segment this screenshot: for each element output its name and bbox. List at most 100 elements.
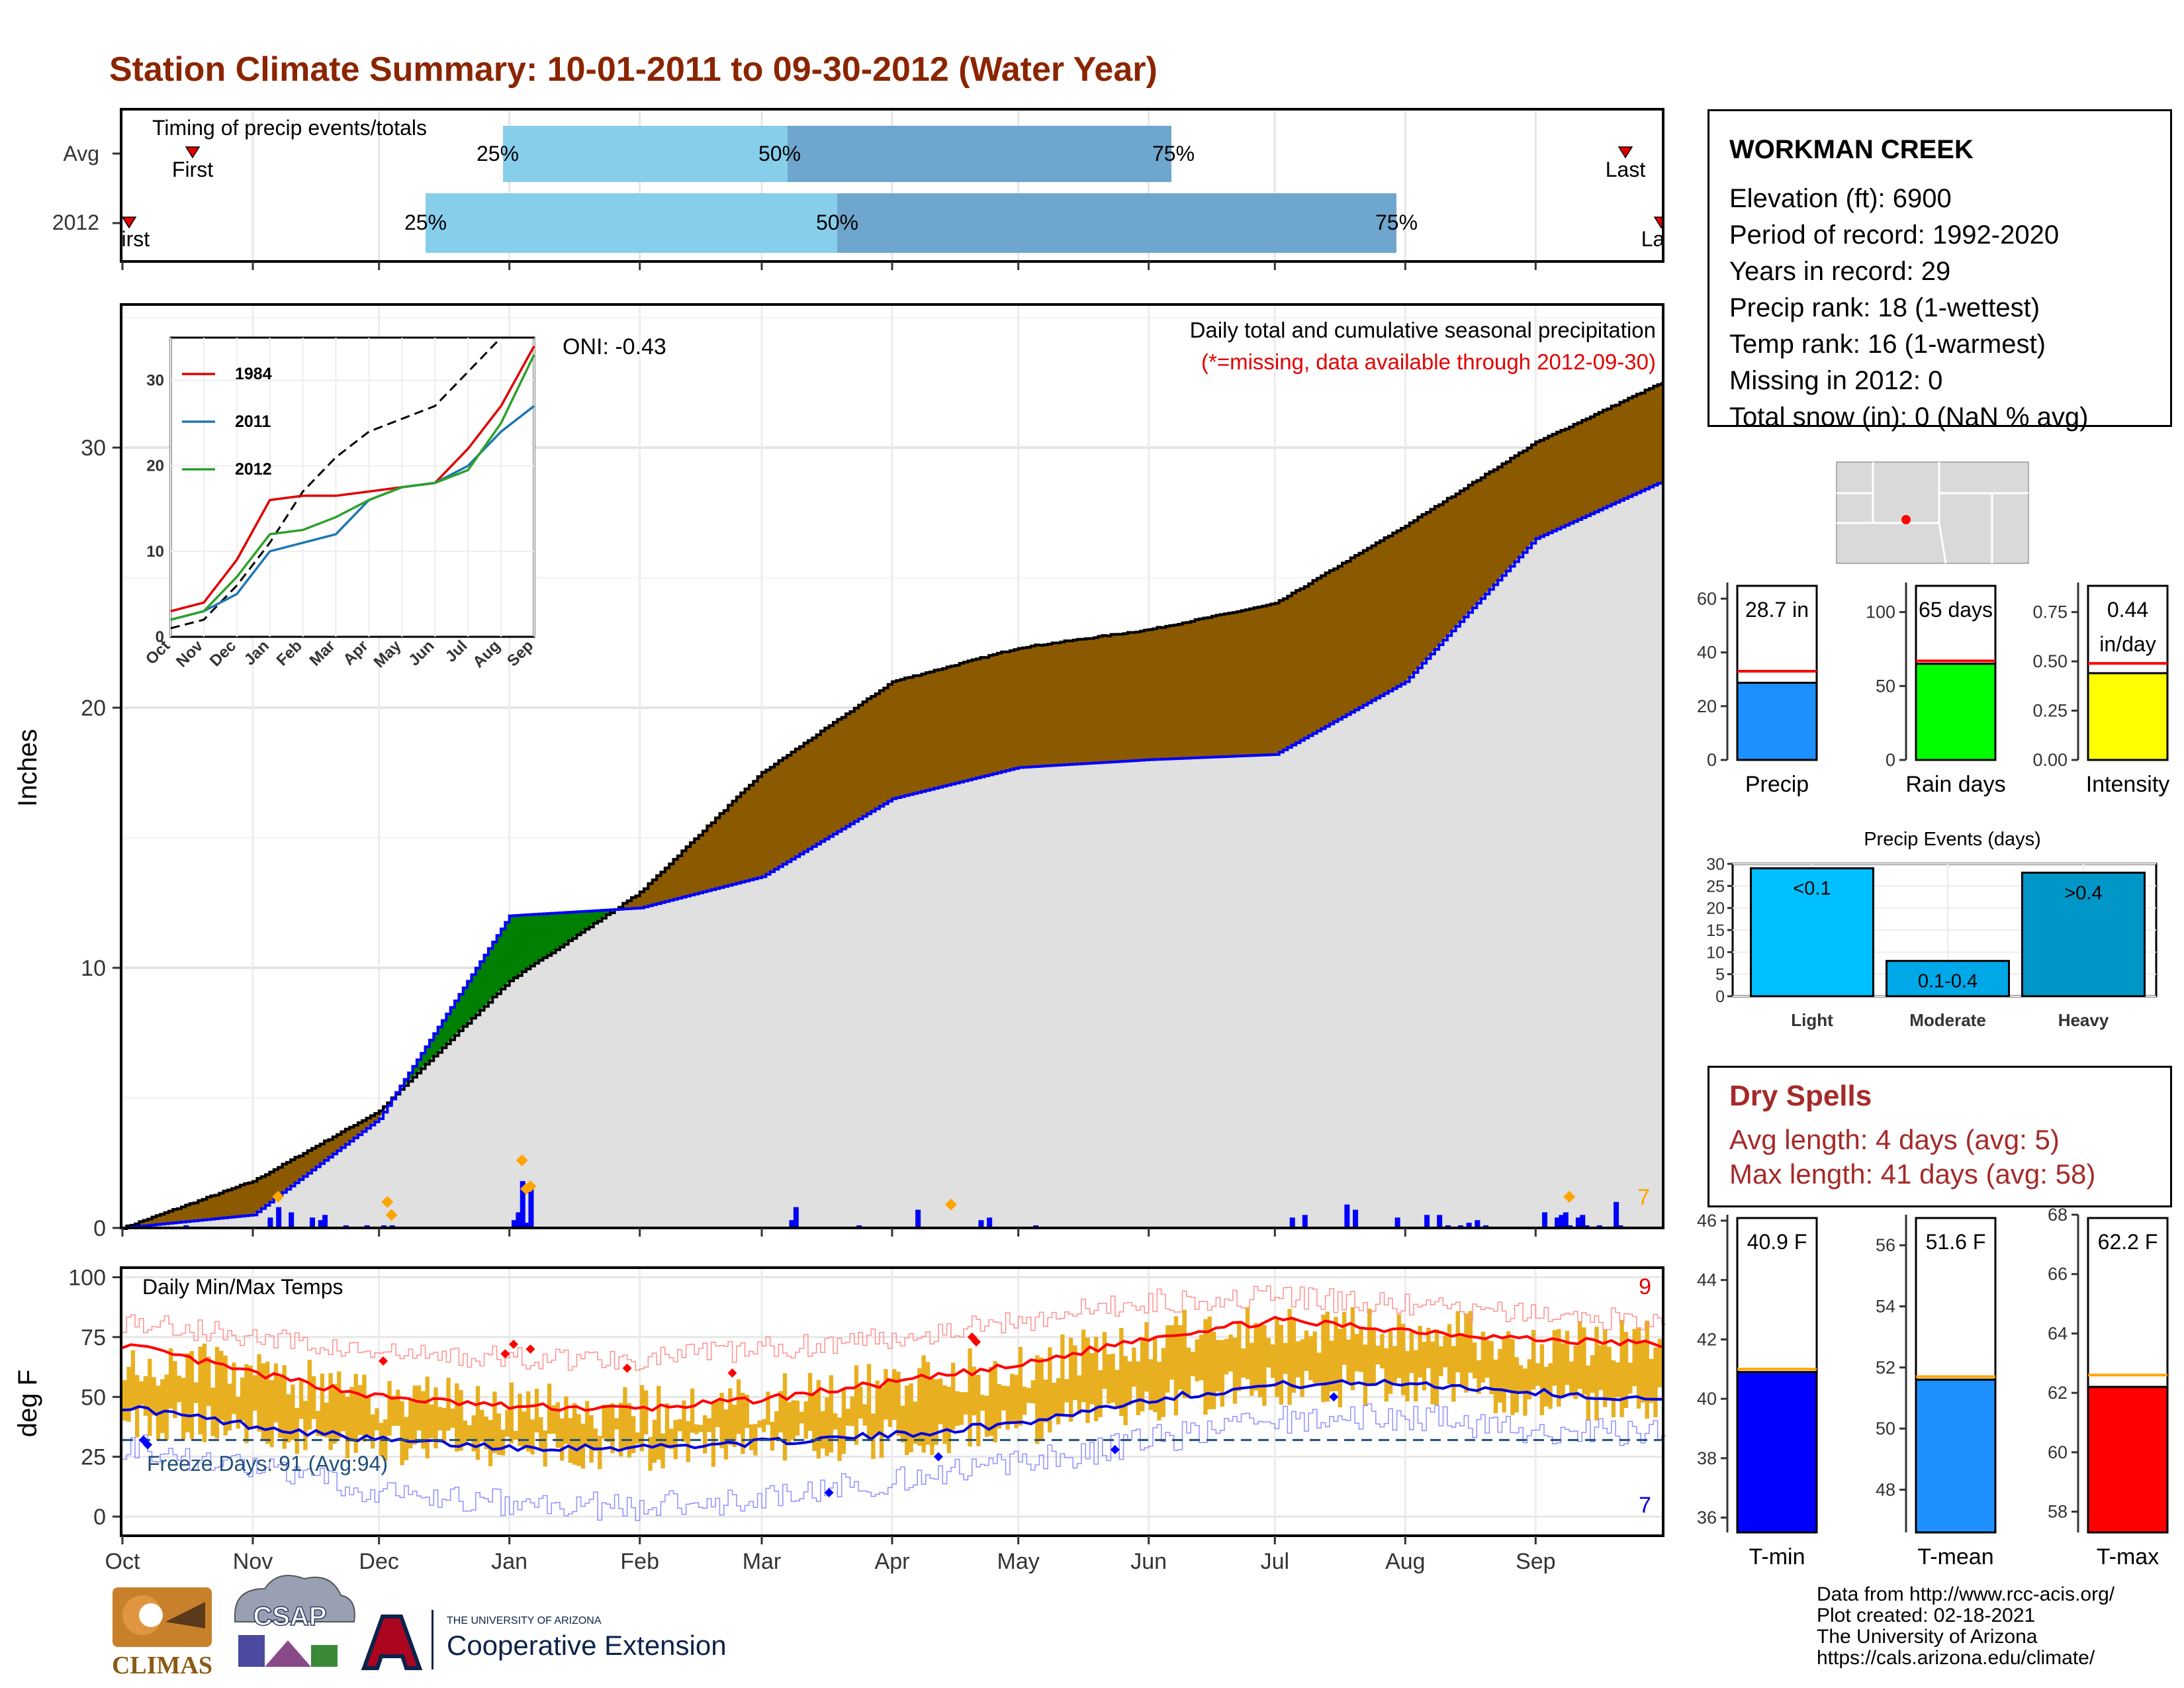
y-tick-label: 0 — [93, 1216, 106, 1241]
y-tick-label: 0.25 — [2032, 701, 2068, 721]
record-high-marker — [379, 1356, 388, 1366]
inset-average-line — [170, 336, 534, 630]
y-tick-label: 5 — [1715, 966, 1725, 984]
daily-precip-bar — [1302, 1215, 1308, 1228]
daily-precip-bar — [309, 1217, 315, 1228]
yr-q50-label: 50% — [816, 211, 858, 234]
y-tick-label: 0 — [1886, 750, 1895, 770]
precip-event-category: Moderate — [1909, 1010, 1986, 1030]
credit-url: https://cals.arizona.edu/climate/ — [1817, 1647, 2095, 1669]
avg-q25-q50-bar — [503, 126, 788, 182]
oni-label: ONI: -0.43 — [563, 334, 666, 359]
yr-last-marker — [1653, 216, 1662, 229]
avg-q50-q75-bar — [788, 126, 1171, 182]
y-tick-label: 25 — [1706, 877, 1725, 896]
y-tick-label: 48 — [1876, 1479, 1895, 1499]
daily-precip-bar — [1614, 1201, 1619, 1228]
summary-bar — [1736, 681, 1818, 761]
y-tick-label: 40 — [1697, 1389, 1717, 1409]
y-tick-label: 36 — [1697, 1508, 1717, 1528]
summary-value-label: 28.7 in — [1745, 598, 1809, 622]
summary-category-label: Rain days — [1905, 772, 2005, 797]
avg-last-label: Last — [1606, 158, 1646, 181]
y-tick-label: 0 — [1707, 750, 1717, 770]
extreme-event-marker — [524, 1180, 537, 1193]
summary-category-label: T-max — [2097, 1544, 2159, 1570]
avg-first-marker — [185, 146, 201, 159]
daily-precip-bar — [1575, 1217, 1581, 1228]
month-label: Jul — [1261, 1549, 1289, 1574]
summary-value-label: 0.44 — [2107, 598, 2148, 622]
daily-precip-bar — [1475, 1220, 1480, 1228]
y-tick-label: 50 — [1876, 676, 1895, 696]
y-tick-label: 46 — [1697, 1211, 1717, 1231]
daily-precip-bar — [1559, 1215, 1565, 1228]
credit-university: The University of Arizona — [1817, 1626, 2038, 1648]
precip-event-bar — [2021, 871, 2146, 998]
month-label: Apr — [875, 1549, 910, 1574]
summary-bar-background — [2087, 585, 2169, 675]
record-high-marker — [509, 1339, 519, 1349]
inset-y-label: 10 — [146, 543, 164, 561]
temp-count-lo: 7 — [1639, 1493, 1651, 1518]
record-low-marker — [1329, 1392, 1339, 1402]
y-tick-label: 100 — [1866, 602, 1895, 622]
precip-event-bar — [1750, 867, 1874, 998]
daily-precip-bar — [289, 1212, 295, 1228]
dry-spells-max: Max length: 41 days (avg: 58) — [1729, 1158, 2096, 1190]
csap-logo: CSAP — [234, 1575, 355, 1667]
y-tick-label: 10 — [1706, 943, 1725, 962]
temp-y-label: 25 — [81, 1445, 106, 1470]
summary-bar-background — [1736, 585, 1818, 684]
daily-precip-bar — [1344, 1204, 1350, 1228]
daily-precip-bar — [1555, 1217, 1561, 1228]
station-temp-rank: Temp rank: 16 (1-warmest) — [1729, 330, 2046, 359]
yr-last-label: Last — [1641, 227, 1682, 251]
summary-intensity-chart: 0.00 0.25 0.50 0.75 0.44 in/day Intensity — [2032, 583, 2169, 797]
month-label: Feb — [620, 1549, 659, 1574]
precip-count: 7 — [1637, 1185, 1650, 1210]
yr-first-marker — [122, 216, 137, 229]
extreme-event-marker — [944, 1198, 957, 1211]
precip-event-bar-label: >0.4 — [2064, 882, 2102, 904]
summary-category-label: T-min — [1749, 1544, 1805, 1570]
y-tick-label: 42 — [1697, 1329, 1717, 1349]
inset-series-2011 — [170, 404, 535, 621]
temp-y-label: 100 — [68, 1265, 106, 1290]
y-tick-label: 60 — [2048, 1442, 2068, 1462]
inset-series-1984 — [170, 346, 535, 612]
extreme-event-marker — [385, 1209, 398, 1221]
precip-events-title: Precip Events (days) — [1864, 829, 2041, 850]
month-label: Dec — [359, 1549, 398, 1574]
yr-q50-q75-bar — [837, 193, 1396, 253]
daily-precip-bar — [1542, 1212, 1548, 1228]
month-label: Aug — [1385, 1549, 1426, 1574]
average-cumulative-line — [122, 382, 1663, 1230]
summary-value-label: 62.2 F — [2098, 1230, 2158, 1254]
extreme-event-marker — [1563, 1190, 1576, 1203]
ua-top-text: THE UNIVERSITY OF ARIZONA — [447, 1615, 602, 1626]
inset-y-label: 20 — [146, 457, 164, 475]
deficit-area — [126, 385, 1662, 1228]
temp-y-label: 75 — [81, 1325, 106, 1350]
record-low-line — [122, 1403, 1666, 1521]
timing-label: Timing of precip events/totals — [152, 116, 427, 140]
y-tick-label: 15 — [1706, 921, 1725, 940]
precip-event-category: Light — [1791, 1010, 1833, 1030]
precip-event-bar-label: 0.1-0.4 — [1918, 971, 1978, 992]
station-period: Period of record: 1992-2020 — [1729, 220, 2060, 250]
station-years: Years in record: 29 — [1729, 257, 1951, 286]
summary-rain-days-chart: 0 50 100 65 days Rain days — [1866, 583, 2006, 797]
timing-row-avg: Avg — [63, 142, 99, 165]
y-tick-label: 0 — [1715, 988, 1725, 1006]
summary-precip-chart: 0 20 40 60 28.7 in Precip — [1697, 583, 1818, 797]
daily-precip-bar — [528, 1189, 534, 1228]
daily-precip-bar — [322, 1215, 328, 1228]
summary-value-label: 65 days — [1919, 598, 1993, 622]
summary-category-label: Precip — [1745, 772, 1809, 797]
temp-count-hi: 9 — [1639, 1274, 1651, 1299]
summary-category-label: T-mean — [1917, 1544, 1993, 1570]
station-snow: Total snow (in): 0 (NaN % avg) — [1729, 402, 2089, 432]
station-name: WORKMAN CREEK — [1729, 135, 1974, 164]
